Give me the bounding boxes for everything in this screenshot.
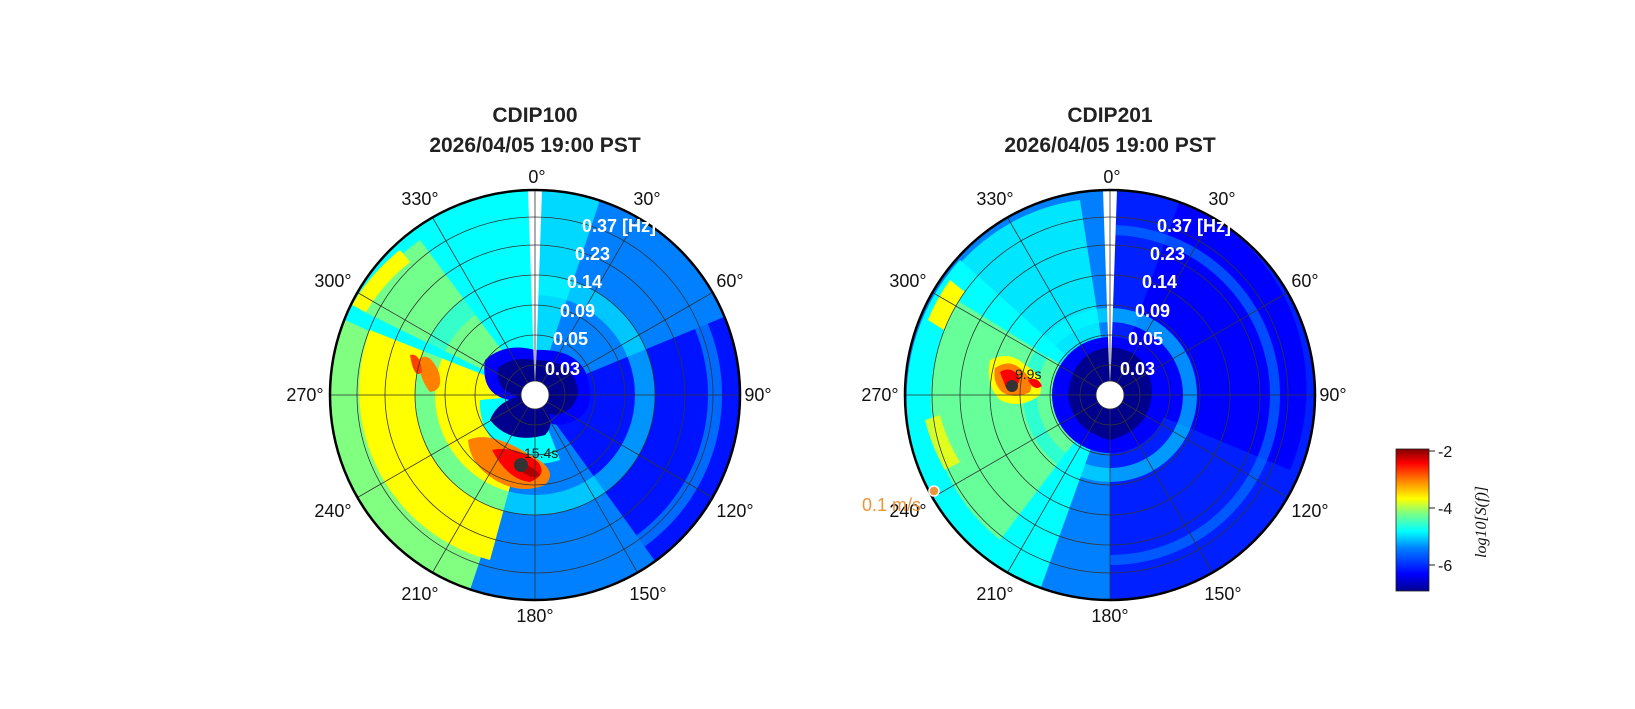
- angle-tick-label: 270°: [861, 385, 898, 405]
- angle-tick-label: 240°: [314, 501, 351, 521]
- angle-tick-label: 60°: [1291, 271, 1318, 291]
- angle-tick-label: 0°: [1103, 167, 1120, 187]
- panel-title: CDIP201: [1067, 104, 1153, 127]
- radial-axis: 0.03 0.05 0.09 0.14 0.23 0.37 [Hz]: [545, 216, 656, 379]
- polar-panel-cdip201: CDIP201 2026/04/05 19:00 PST: [861, 104, 1346, 626]
- radial-tick-label: 0.37 [Hz]: [1157, 216, 1231, 236]
- radial-axis: 0.03 0.05 0.09 0.14 0.23 0.37 [Hz]: [1120, 216, 1231, 379]
- angle-tick-label: 300°: [889, 271, 926, 291]
- radial-tick-label: 0.37 [Hz]: [582, 216, 656, 236]
- colorbar-label: log10[S(f)]: [1473, 486, 1490, 558]
- radial-tick-label: 0.23: [1150, 244, 1185, 264]
- wind-marker: [928, 485, 940, 497]
- radial-tick-label: 0.03: [545, 359, 580, 379]
- polar-frame: [328, 188, 742, 602]
- radial-tick-label: 0.05: [553, 329, 588, 349]
- angle-tick-label: 330°: [401, 189, 438, 209]
- radial-tick-label: 0.14: [567, 272, 602, 292]
- colorbar-tick-label: -4: [1438, 501, 1452, 518]
- angle-tick-label: 270°: [286, 385, 323, 405]
- panel-subtitle: 2026/04/05 19:00 PST: [1004, 134, 1215, 157]
- center-hole: [520, 380, 550, 410]
- radial-tick-label: 0.14: [1142, 272, 1177, 292]
- radial-tick-label: 0.03: [1120, 359, 1155, 379]
- angle-tick-label: 30°: [1208, 189, 1235, 209]
- spectrum-field: [330, 190, 740, 600]
- radial-tick-label: 0.23: [575, 244, 610, 264]
- radial-tick-label: 0.09: [560, 301, 595, 321]
- energy-peak-area: [410, 354, 422, 374]
- colorbar-tick-label: -2: [1438, 444, 1452, 461]
- energy-band: [940, 200, 1110, 395]
- energy-peak-area: [418, 356, 441, 392]
- angle-tick-label: 120°: [1291, 501, 1328, 521]
- peak-marker: [514, 458, 528, 472]
- angle-tick-label: 90°: [744, 385, 771, 405]
- center-hole: [1095, 380, 1125, 410]
- angle-tick-label: 150°: [1204, 584, 1241, 604]
- peak-label: 9.9s: [1015, 366, 1041, 382]
- energy-band: [930, 300, 1110, 540]
- colorbar-scale: [1395, 448, 1430, 592]
- spectrum-field: [905, 190, 1315, 600]
- angle-tick-label: 300°: [314, 271, 351, 291]
- energy-band: [925, 415, 960, 470]
- colorbar: -2 -4 -6 log10[S(f)]: [1395, 444, 1490, 592]
- angle-tick-label: 210°: [976, 584, 1013, 604]
- angle-tick-label: 120°: [716, 501, 753, 521]
- angular-axis: 0° 30° 60° 90° 120° 150° 180° 210° 240° …: [861, 167, 1346, 626]
- angle-tick-label: 240°: [889, 501, 926, 521]
- radial-tick-label: 0.09: [1135, 301, 1170, 321]
- angle-tick-label: 90°: [1319, 385, 1346, 405]
- energy-band: [928, 280, 965, 330]
- angle-tick-label: 210°: [401, 584, 438, 604]
- angle-tick-label: 180°: [516, 606, 553, 626]
- wind-label: 0.1 m/s: [862, 495, 921, 515]
- angle-tick-label: 60°: [716, 271, 743, 291]
- angle-tick-label: 30°: [633, 189, 660, 209]
- polar-panel-cdip100: CDIP100 2026/04/05 19:00 PST: [286, 104, 771, 626]
- peak-label: 15.4s: [524, 445, 558, 461]
- angle-tick-label: 180°: [1091, 606, 1128, 626]
- angle-tick-label: 0°: [528, 167, 545, 187]
- panel-title: CDIP100: [492, 104, 577, 127]
- panel-subtitle: 2026/04/05 19:00 PST: [429, 134, 640, 157]
- energy-peak-area: [1028, 378, 1042, 388]
- angle-tick-label: 330°: [976, 189, 1013, 209]
- energy-band: [352, 250, 410, 312]
- polar-frame: [903, 188, 1317, 602]
- radial-tick-label: 0.05: [1128, 329, 1163, 349]
- colorbar-tick-label: -6: [1438, 558, 1452, 575]
- angular-axis: 0° 30° 60° 90° 120° 150° 180° 210° 240° …: [286, 167, 771, 626]
- angle-tick-label: 150°: [629, 584, 666, 604]
- peak-marker: [1006, 380, 1018, 392]
